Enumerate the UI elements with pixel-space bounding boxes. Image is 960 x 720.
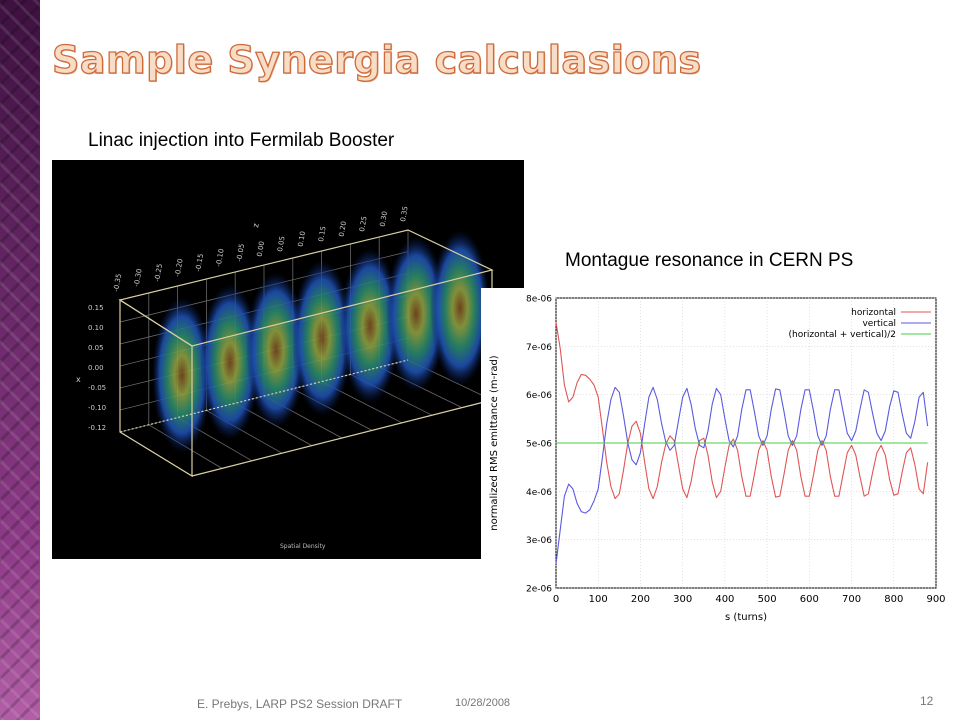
booster-z-tick-label: -0.35	[112, 273, 123, 292]
footer-author: E. Prebys, LARP PS2 Session DRAFT	[197, 697, 403, 711]
density-bunch	[292, 260, 352, 416]
booster-z-tick-label: 0.00	[256, 241, 267, 258]
x-tick-label: 500	[758, 594, 777, 605]
booster-plot-label: Spatial Density	[280, 543, 326, 550]
page-number: 12	[920, 694, 934, 708]
series-line-horizontal	[555, 322, 929, 500]
legend-label: vertical	[862, 319, 896, 329]
x-tick-label: 900	[926, 594, 945, 605]
booster-x-tick-label: 0.00	[88, 364, 104, 372]
y-tick-label: 7e-06	[526, 343, 552, 353]
series-line-vertical	[555, 386, 929, 564]
booster-z-tick-label: -0.15	[194, 253, 205, 272]
booster-z-tick-label: 0.20	[338, 221, 349, 238]
booster-x-axis-label: x	[76, 375, 81, 384]
density-bunch	[152, 297, 212, 453]
booster-z-tick-label: -0.20	[174, 258, 185, 277]
legend-label: horizontal	[851, 308, 896, 318]
montague-chart: 0 100 200 300 400 500 600 700 800 900 2e-06 3e-06 4e…	[481, 288, 952, 630]
x-tick-label: 700	[842, 594, 861, 605]
density-bunch	[430, 230, 490, 386]
booster-x-tick-label: -0.10	[88, 404, 106, 412]
x-tick-label: 800	[884, 594, 903, 605]
booster-x-tick-label: -0.12	[88, 424, 106, 432]
y-tick-label: 5e-06	[526, 440, 552, 450]
y-tick-label: 6e-06	[526, 391, 552, 401]
booster-z-axis-label: z	[251, 223, 261, 229]
y-tick-label: 8e-06	[526, 295, 552, 305]
booster-z-tick-label: 0.15	[317, 226, 328, 243]
density-bunch	[340, 248, 400, 404]
x-tick-label: 600	[800, 594, 819, 605]
booster-z-tick-label: -0.25	[153, 263, 164, 282]
x-tick-label: 100	[589, 594, 608, 605]
y-tick-label: 3e-06	[526, 536, 552, 546]
booster-z-tick-label: 0.10	[297, 231, 308, 248]
y-tick-label: 4e-06	[526, 488, 552, 498]
x-tick-label: 300	[673, 594, 692, 605]
booster-z-tick-label: -0.10	[215, 248, 226, 267]
booster-x-tick-label: 0.10	[88, 324, 104, 332]
density-bunch	[386, 236, 446, 392]
booster-z-tick-label: -0.05	[235, 243, 246, 262]
legend-label: (horizontal + vertical)/2	[789, 330, 897, 340]
decorative-side-band	[0, 0, 40, 720]
montague-caption: Montague resonance in CERN PS	[565, 250, 854, 271]
x-tick-label: 0	[553, 594, 559, 605]
booster-caption: Linac injection into Fermilab Booster	[88, 130, 395, 151]
booster-z-tick-label: 0.30	[379, 211, 390, 228]
booster-x-tick-label: -0.05	[88, 384, 106, 392]
booster-z-tick-label: 0.05	[276, 236, 287, 253]
x-tick-label: 200	[631, 594, 650, 605]
x-axis-label: s (turns)	[725, 612, 767, 623]
booster-z-tick-label: -0.30	[133, 268, 144, 287]
booster-x-tick-label: 0.05	[88, 344, 104, 352]
booster-density-image: 0.15 0.10 0.05 0.00 -0.05 -0.10 -0.12 x -0.35 -0…	[52, 160, 524, 559]
y-axis-label: normalized RMS emittance (m-rad)	[489, 355, 500, 530]
footer-date: 10/28/2008	[455, 697, 511, 709]
booster-z-tick-label: 0.35	[399, 206, 410, 223]
x-tick-label: 400	[715, 594, 734, 605]
booster-z-tick-label: 0.25	[358, 216, 369, 233]
booster-x-tick-label: 0.15	[88, 304, 104, 312]
slide-title: Sample Synergia calculasions	[51, 37, 702, 82]
y-tick-label: 2e-06	[526, 585, 552, 595]
